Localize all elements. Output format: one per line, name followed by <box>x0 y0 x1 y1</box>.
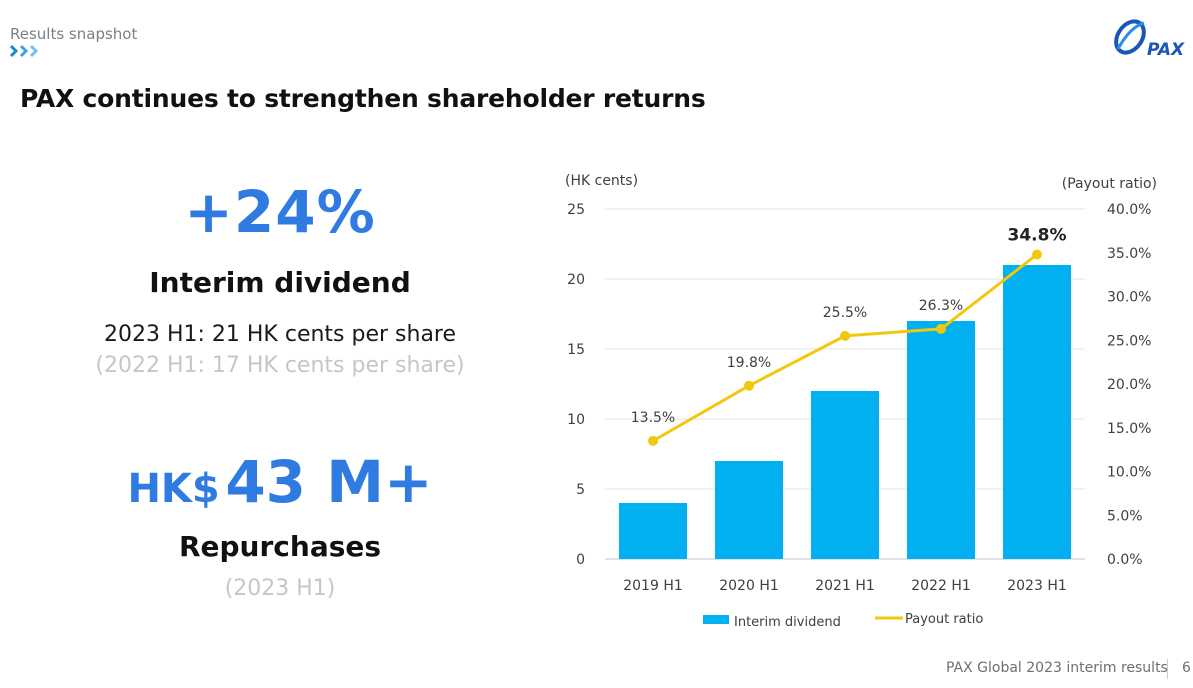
repurchase-amount: HK$ 43 M+ <box>80 448 480 516</box>
dividend-current: 2023 H1: 21 HK cents per share <box>103 322 457 347</box>
payout-data-label: 25.5% <box>823 305 867 321</box>
y2-tick-label: 15.0% <box>1107 421 1151 437</box>
payout-data-label: 13.5% <box>631 410 675 426</box>
y2-tick-label: 20.0% <box>1107 377 1151 393</box>
dividend-heading: Interim dividend <box>149 266 411 299</box>
payout-point <box>840 330 850 341</box>
y2-tick-label: 35.0% <box>1107 246 1151 262</box>
y2-tick-label: 40.0% <box>1107 202 1151 218</box>
y-tick-label: 20 <box>567 272 585 288</box>
bar-2021-h1 <box>811 391 879 559</box>
pax-logo: PAX <box>1114 19 1185 60</box>
dividend-chart: 0 5 10 15 20 25 0.0% 5.0% 10.0% 15.0% 20.0% 25.0% 30… <box>565 173 1157 630</box>
payout-point <box>648 435 658 446</box>
chevron-arrows-icon <box>10 44 39 58</box>
page-title: PAX continues to strengthen shareholder … <box>20 84 706 113</box>
dividend-previous: (2022 H1: 17 HK cents per share) <box>95 353 465 378</box>
x-tick-label: 2019 H1 <box>623 578 683 594</box>
repurchase-heading: Repurchases <box>178 530 382 563</box>
y2-tick-label: 5.0% <box>1107 508 1143 524</box>
y-tick-label: 0 <box>576 552 585 568</box>
repurchase-currency: HK$ <box>127 466 220 512</box>
bar-2020-h1 <box>715 461 783 559</box>
y-tick-label: 5 <box>576 482 585 498</box>
x-tick-label: 2020 H1 <box>719 578 779 594</box>
y2-tick-label: 25.0% <box>1107 333 1151 349</box>
payout-data-label: 34.8% <box>1008 226 1067 246</box>
legend-bar-swatch <box>703 615 729 624</box>
footer-text: PAX Global 2023 interim results <box>946 660 1168 676</box>
bar-2023-h1 <box>1003 265 1071 559</box>
y-tick-label: 10 <box>567 412 585 428</box>
svg-text:PAX: PAX <box>1147 40 1185 60</box>
y2-tick-label: 30.0% <box>1107 290 1151 306</box>
payout-point <box>1032 249 1042 260</box>
x-tick-label: 2023 H1 <box>1007 578 1067 594</box>
y2-tick-label: 10.0% <box>1107 465 1151 481</box>
y-tick-label: 15 <box>567 342 585 358</box>
x-tick-label: 2022 H1 <box>911 578 971 594</box>
legend-line-label: Payout ratio <box>905 612 983 627</box>
bar-2019-h1 <box>619 503 687 559</box>
bar-2022-h1 <box>907 321 975 559</box>
x-tick-label: 2021 H1 <box>815 578 875 594</box>
footer-separator <box>1167 659 1168 679</box>
payout-data-label: 19.8% <box>727 355 771 371</box>
dividend-change: +24% <box>184 178 376 246</box>
legend-bar-label: Interim dividend <box>734 615 841 630</box>
payout-point <box>744 380 754 391</box>
page-number: 6 <box>1182 660 1191 676</box>
y-axis-title: (HK cents) <box>565 173 638 189</box>
repurchase-value: 43 M+ <box>225 448 433 516</box>
y-tick-label: 25 <box>567 202 585 218</box>
payout-point <box>936 323 946 334</box>
section-label: Results snapshot <box>10 25 138 43</box>
y2-tick-label: 0.0% <box>1107 552 1143 568</box>
repurchase-period: (2023 H1) <box>224 576 336 601</box>
y2-axis-title: (Payout ratio) <box>1062 176 1157 192</box>
payout-data-label: 26.3% <box>919 298 963 314</box>
